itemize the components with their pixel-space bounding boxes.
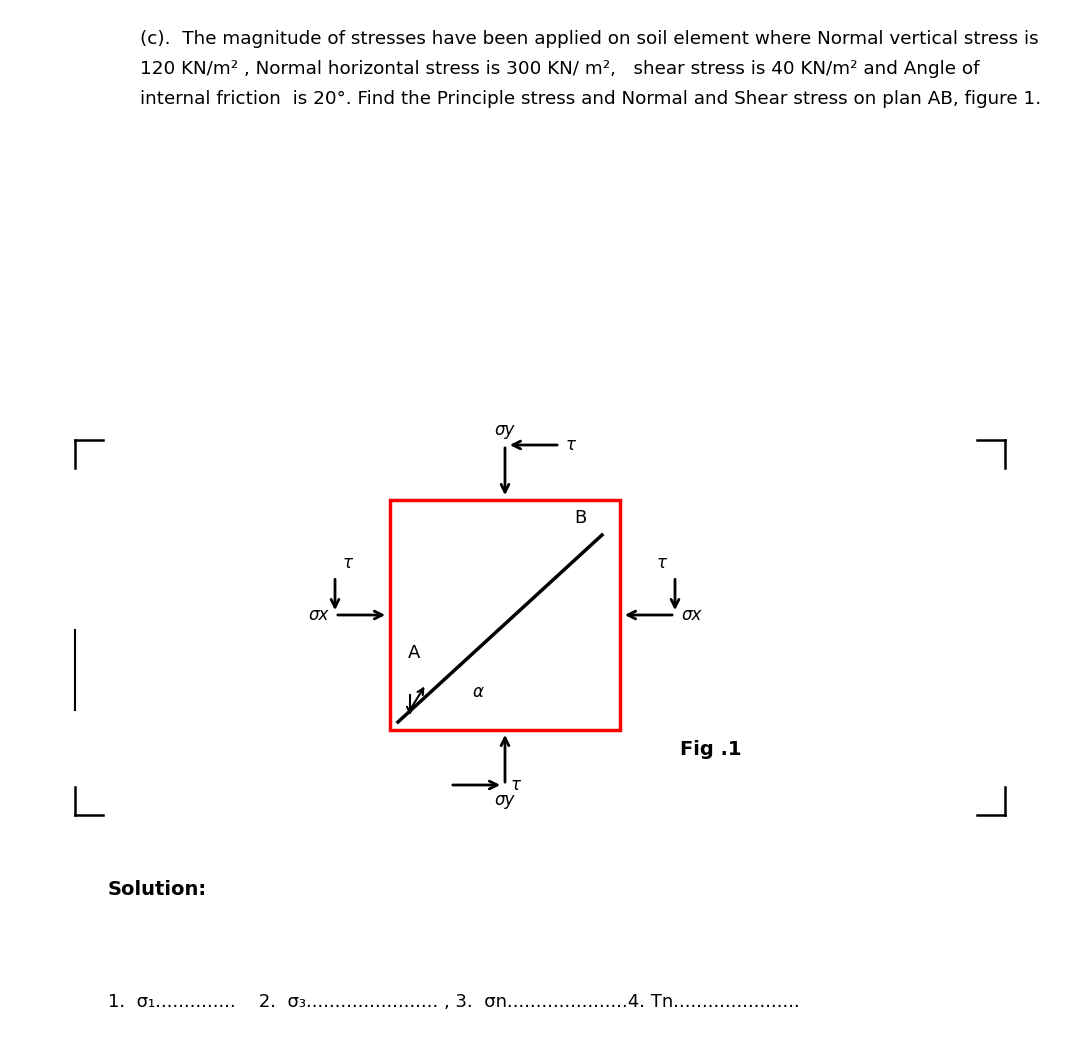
- Text: internal friction  is 20°. Find the Principle stress and Normal and Shear stress: internal friction is 20°. Find the Princ…: [140, 90, 1042, 108]
- Text: Fig .1: Fig .1: [680, 740, 741, 759]
- Text: σy: σy: [495, 421, 515, 439]
- Text: 1.  σ₁..............    2.  σ₃....................... , 3.  σn..................: 1. σ₁.............. 2. σ₃...............…: [108, 993, 799, 1011]
- Text: τ: τ: [657, 555, 667, 573]
- Text: σx: σx: [681, 606, 702, 624]
- Text: τ: τ: [343, 555, 353, 573]
- Text: τ: τ: [511, 776, 521, 794]
- Text: σx: σx: [309, 606, 329, 624]
- Text: B: B: [575, 509, 587, 527]
- Text: (c).  The magnitude of stresses have been applied on soil element where Normal v: (c). The magnitude of stresses have been…: [140, 30, 1038, 48]
- Text: A: A: [408, 644, 421, 662]
- Bar: [390, 500, 620, 730]
- Text: σy: σy: [495, 791, 515, 809]
- Text: τ: τ: [566, 436, 576, 454]
- Text: 120 KN/m² , Normal horizontal stress is 300 KN/ m²,   shear stress is 40 KN/m² a: 120 KN/m² , Normal horizontal stress is …: [140, 60, 979, 78]
- Text: Solution:: Solution:: [108, 880, 207, 899]
- Text: α: α: [473, 684, 484, 701]
